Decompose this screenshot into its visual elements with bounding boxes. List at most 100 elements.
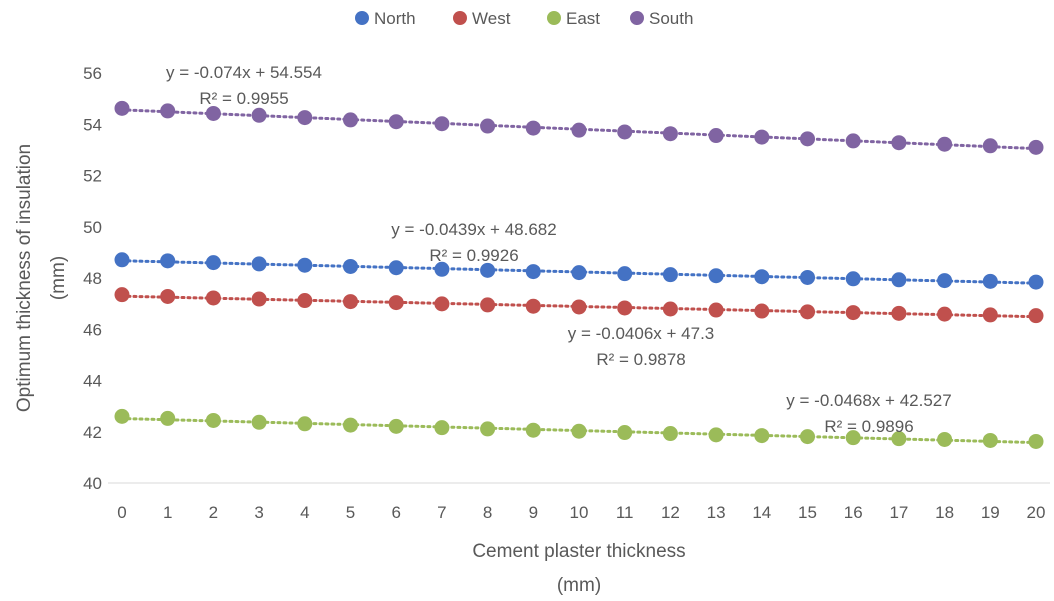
data-point-west <box>1028 308 1044 324</box>
data-point-west <box>388 295 404 311</box>
data-point-east <box>891 431 907 447</box>
legend-marker-west <box>453 11 467 25</box>
trendline-equation-west: y = -0.0406x + 47.3 <box>568 324 715 343</box>
y-axis-title: Optimum thickness of insulation <box>14 144 35 412</box>
y-tick-label: 42 <box>83 423 102 442</box>
data-point-north <box>434 261 450 277</box>
data-point-east <box>205 412 221 428</box>
x-tick-label: 0 <box>117 503 126 522</box>
data-point-east <box>480 421 496 437</box>
data-point-north <box>891 272 907 288</box>
data-point-south <box>1028 139 1044 155</box>
x-axis-unit: (mm) <box>557 575 601 596</box>
y-tick-label: 56 <box>83 64 102 83</box>
data-point-north <box>617 266 633 282</box>
x-tick-label: 2 <box>209 503 218 522</box>
x-tick-label: 18 <box>935 503 954 522</box>
data-point-east <box>754 428 770 444</box>
data-point-north <box>343 258 358 274</box>
data-point-west <box>205 290 221 306</box>
y-tick-label: 40 <box>83 474 102 493</box>
data-point-north <box>114 252 130 268</box>
data-point-south <box>662 126 678 142</box>
legend-marker-east <box>547 11 561 25</box>
data-point-south <box>251 107 267 123</box>
data-point-east <box>388 418 404 434</box>
data-point-east <box>251 414 267 430</box>
data-point-north <box>388 260 404 276</box>
data-point-north <box>251 256 267 272</box>
data-point-south <box>388 114 404 130</box>
y-tick-label: 52 <box>83 167 102 186</box>
legend-label-south: South <box>649 9 693 28</box>
y-tick-label: 44 <box>83 372 102 391</box>
legend-label-west: West <box>472 9 511 28</box>
legend: North West East South <box>355 9 693 28</box>
x-axis: 0 1 2 3 4 5 6 7 8 9 10 11 12 13 14 15 16 17 18 19 20 <box>117 503 1045 522</box>
trendline-r2-north: R² = 0.9926 <box>429 246 518 265</box>
data-point-south <box>343 112 358 128</box>
data-point-west <box>937 306 953 322</box>
trendline-equation-south: y = -0.074x + 54.554 <box>166 63 322 82</box>
data-point-west <box>800 304 815 320</box>
legend-marker-north <box>355 11 369 25</box>
trendline-equations: y = -0.0439x + 48.682 R² = 0.9926 y = -0.0… <box>166 63 952 436</box>
data-point-south <box>708 128 724 144</box>
x-tick-label: 6 <box>391 503 400 522</box>
data-point-north <box>297 257 313 273</box>
data-point-north <box>937 273 953 289</box>
x-tick-label: 4 <box>300 503 309 522</box>
data-point-south <box>982 138 998 154</box>
x-tick-label: 14 <box>752 503 771 522</box>
data-point-west <box>708 302 724 318</box>
data-point-east <box>160 410 176 426</box>
data-point-south <box>114 100 130 116</box>
data-point-east <box>662 426 678 442</box>
y-tick-label: 48 <box>83 269 102 288</box>
x-tick-label: 20 <box>1027 503 1046 522</box>
data-point-east <box>525 422 541 438</box>
data-point-north <box>708 268 724 284</box>
data-point-north <box>982 273 998 289</box>
data-point-south <box>891 135 907 151</box>
data-point-west <box>343 294 358 310</box>
data-point-west <box>617 300 633 316</box>
data-point-south <box>845 133 861 149</box>
data-point-west <box>434 296 450 312</box>
data-point-north <box>662 267 678 283</box>
data-point-east <box>114 408 130 424</box>
data-point-south <box>525 120 541 136</box>
data-point-east <box>937 431 953 447</box>
data-point-east <box>343 417 358 433</box>
x-tick-label: 13 <box>707 503 726 522</box>
trendline-r2-east: R² = 0.9896 <box>824 417 913 436</box>
x-tick-label: 1 <box>163 503 172 522</box>
y-tick-label: 54 <box>83 115 102 134</box>
data-point-east <box>982 432 998 448</box>
x-tick-label: 12 <box>661 503 680 522</box>
data-point-west <box>845 305 861 321</box>
data-point-east <box>434 420 450 436</box>
trendline-equation-north: y = -0.0439x + 48.682 <box>391 220 556 239</box>
data-point-west <box>297 293 313 309</box>
data-point-west <box>251 291 267 307</box>
x-tick-label: 17 <box>889 503 908 522</box>
data-point-south <box>754 129 770 145</box>
x-tick-label: 16 <box>844 503 863 522</box>
data-point-east <box>297 416 313 432</box>
y-axis: 40 42 44 46 48 50 52 54 56 <box>83 64 102 493</box>
data-point-south <box>571 122 587 138</box>
data-point-south <box>480 118 496 134</box>
x-tick-label: 11 <box>616 503 634 522</box>
x-tick-label: 10 <box>570 503 589 522</box>
data-point-west <box>662 301 678 317</box>
data-point-south <box>937 136 953 152</box>
x-tick-label: 9 <box>529 503 538 522</box>
data-point-north <box>571 265 587 281</box>
data-point-north <box>845 271 861 287</box>
x-tick-label: 8 <box>483 503 492 522</box>
y-axis-unit: (mm) <box>48 256 69 300</box>
data-point-north <box>1028 274 1044 290</box>
data-point-north <box>754 269 770 285</box>
